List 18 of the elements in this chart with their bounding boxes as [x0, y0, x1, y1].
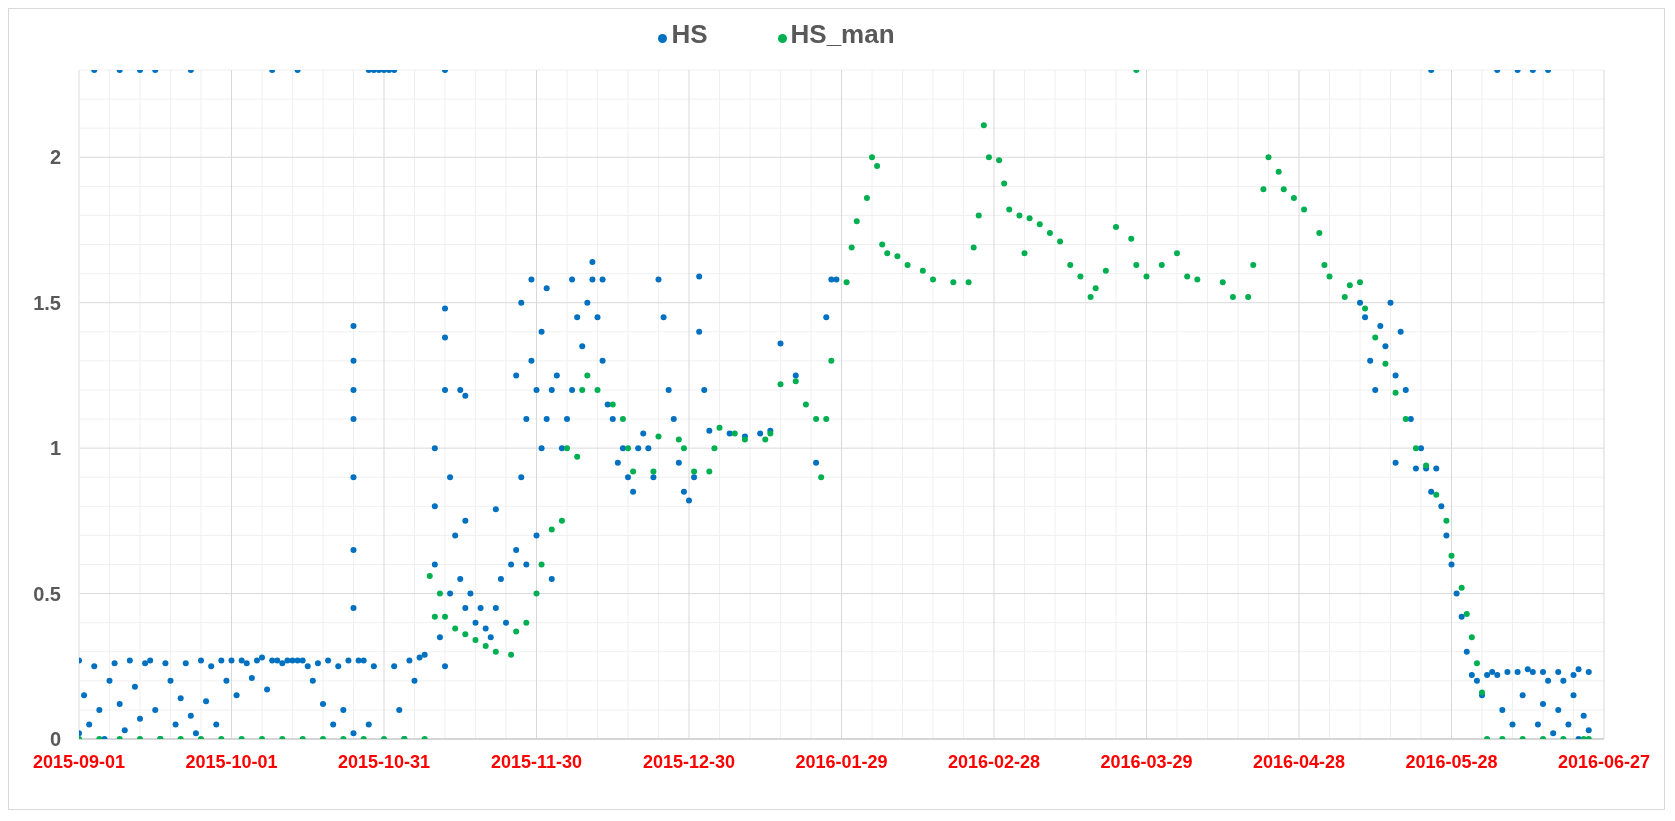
y-tick-label: 2	[49, 146, 61, 169]
legend-label: HS_man	[790, 19, 895, 49]
x-tick-label: 2016-06-27	[1557, 751, 1651, 772]
x-tick-label: 2015-09-01	[32, 751, 126, 772]
x-tick-label: 2016-01-29	[795, 751, 888, 772]
x-tick-label: 2015-12-30	[642, 751, 736, 772]
x-tick-label: 2016-05-28	[1405, 751, 1498, 772]
y-tick-label: 1	[49, 437, 61, 460]
y-tick-label: 1.5	[33, 291, 61, 314]
y-tick-label: 0	[49, 728, 61, 751]
x-tick-label: 2015-10-01	[185, 751, 278, 772]
y-tick-label: 0.5	[33, 582, 61, 605]
x-tick-label: 2016-04-28	[1252, 751, 1346, 772]
x-tick-label: 2015-10-31	[337, 751, 431, 772]
x-tick-label: 2016-02-28	[947, 751, 1041, 772]
x-tick-label: 2015-11-30	[490, 751, 583, 772]
legend-label: HS	[671, 19, 708, 49]
x-tick-label: 2016-03-29	[1100, 751, 1193, 772]
